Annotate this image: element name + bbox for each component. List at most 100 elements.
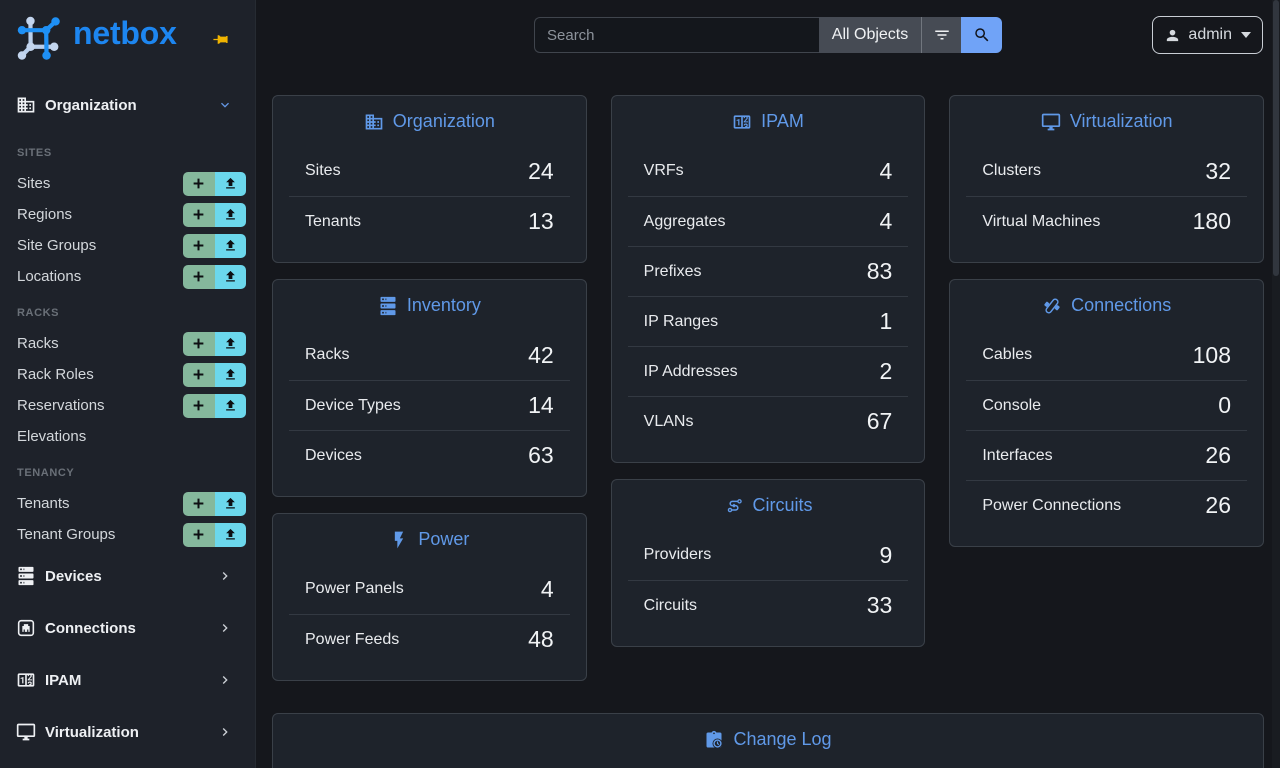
sidebar-item-tenant-groups[interactable]: Tenant Groups: [0, 519, 255, 550]
add-button[interactable]: [183, 264, 215, 289]
monitor-icon: [1041, 113, 1060, 130]
stat-row-console[interactable]: Console 0: [966, 380, 1248, 430]
add-button[interactable]: [183, 362, 215, 387]
stat-row-device-types[interactable]: Device Types 14: [289, 380, 570, 430]
stat-row-vlans[interactable]: VLANs 67: [627, 396, 909, 446]
stat-list: Providers 9 Circuits 33: [627, 530, 909, 630]
sidebar-group-connections[interactable]: Connections: [0, 608, 255, 648]
sidebar-item-locations[interactable]: Locations: [0, 261, 255, 292]
user-menu-button[interactable]: admin: [1152, 16, 1263, 54]
stat-list: Cables 108 Console 0 Interfaces 26 Power…: [966, 330, 1248, 530]
sidebar-group-devices[interactable]: Devices: [0, 556, 255, 596]
import-button[interactable]: [214, 202, 246, 227]
add-button[interactable]: [183, 233, 215, 258]
search-input[interactable]: [534, 17, 819, 53]
stat-row-vrfs[interactable]: VRFs 4: [643, 157, 893, 184]
import-button[interactable]: [214, 362, 246, 387]
sidebar-group-organization[interactable]: Organization: [0, 85, 255, 125]
counter-icon: [733, 114, 751, 129]
sidebar-group-virtualization[interactable]: Virtualization: [0, 712, 255, 752]
section-header-tenancy: TENANCY: [17, 467, 75, 479]
card-connections: Connections Cables 108 Console 0 Interfa…: [949, 279, 1265, 547]
add-button[interactable]: [183, 331, 215, 356]
stat-row-devices[interactable]: Devices 63: [289, 430, 570, 480]
import-button[interactable]: [214, 233, 246, 258]
card-power-title[interactable]: Power: [289, 527, 570, 552]
card-organization-title[interactable]: Organization: [289, 109, 570, 134]
sidebar-group-ipam[interactable]: IPAM: [0, 660, 255, 700]
chevron-down-icon: [221, 102, 229, 108]
dashboard: Organization Sites 24 Tenants 13 Inv: [256, 70, 1280, 768]
caret-down-icon: [1241, 32, 1251, 38]
stat-row-clusters[interactable]: Clusters 32: [982, 157, 1232, 184]
card-power: Power Power Panels 4 Power Feeds 48: [272, 513, 587, 681]
pin-sidebar-icon[interactable]: [212, 31, 229, 48]
stat-row-prefixes[interactable]: Prefixes 83: [627, 246, 909, 296]
netbox-logo-icon[interactable]: [16, 15, 62, 66]
add-button[interactable]: [183, 491, 215, 516]
import-button[interactable]: [214, 393, 246, 418]
card-organization: Organization Sites 24 Tenants 13: [272, 95, 587, 263]
object-type-button[interactable]: All Objects: [819, 17, 921, 53]
card-ipam-title[interactable]: IPAM: [628, 109, 909, 134]
sidebar-item-racks[interactable]: Racks: [0, 328, 255, 359]
account-icon: [1167, 29, 1179, 41]
cable-icon: [1042, 295, 1063, 316]
sidebar-item-rack-roles[interactable]: Rack Roles: [0, 359, 255, 390]
stat-row-power-feeds[interactable]: Power Feeds 48: [289, 614, 570, 664]
sidebar-item-elevations[interactable]: Elevations: [17, 428, 87, 445]
stat-list: Power Panels 4 Power Feeds 48: [289, 564, 570, 664]
stat-row-tenants[interactable]: Tenants 13: [289, 196, 570, 246]
server-icon: [380, 296, 396, 315]
card-circuits: Circuits Providers 9 Circuits 33: [610, 479, 926, 647]
domain-icon: [365, 114, 383, 129]
sidebar-item-reservations[interactable]: Reservations: [0, 390, 255, 421]
sidebar-item-site-groups[interactable]: Site Groups: [0, 230, 255, 261]
card-virtualization: Virtualization Clusters 32 Virtual Machi…: [949, 95, 1265, 263]
card-circuits-title[interactable]: Circuits: [628, 493, 909, 518]
page-scrollbar[interactable]: [1272, 0, 1280, 768]
chevron-right-icon: [222, 676, 228, 684]
stat-row-sites[interactable]: Sites 24: [305, 157, 554, 184]
stat-row-interfaces[interactable]: Interfaces 26: [966, 430, 1248, 480]
add-button[interactable]: [183, 522, 215, 547]
sidebar-item-tenants[interactable]: Tenants: [0, 488, 255, 519]
sidebar-item-regions[interactable]: Regions: [0, 199, 255, 230]
sidebar: netbox Organization SITES Sites Regions: [0, 0, 256, 768]
import-button[interactable]: [214, 264, 246, 289]
stat-row-providers[interactable]: Providers 9: [643, 541, 893, 568]
card-changelog: Change Log: [272, 713, 1264, 768]
ethernet-icon: [17, 619, 35, 637]
add-button[interactable]: [183, 202, 215, 227]
import-button[interactable]: [214, 331, 246, 356]
stat-row-power-panels[interactable]: Power Panels 4: [305, 575, 554, 602]
search-group: All Objects: [534, 17, 1002, 53]
sidebar-item-sites[interactable]: Sites: [0, 168, 255, 199]
add-button[interactable]: [183, 171, 215, 196]
card-inventory-title[interactable]: Inventory: [289, 293, 570, 318]
search-button[interactable]: [961, 17, 1002, 53]
stat-list: Racks 42 Device Types 14 Devices 63: [289, 330, 570, 480]
import-button[interactable]: [214, 171, 246, 196]
stat-row-cables[interactable]: Cables 108: [982, 341, 1232, 368]
card-ipam: IPAM VRFs 4 Aggregates 4 Prefixes 83: [610, 95, 926, 463]
card-virtualization-title[interactable]: Virtualization: [966, 109, 1247, 134]
topbar: All Objects admin: [256, 0, 1280, 70]
import-button[interactable]: [214, 522, 246, 547]
import-button[interactable]: [214, 491, 246, 516]
card-connections-title[interactable]: Connections: [966, 293, 1247, 318]
stat-row-ip-ranges[interactable]: IP Ranges 1: [627, 296, 909, 346]
brand: netbox: [0, 0, 255, 78]
chevron-right-icon: [222, 728, 228, 736]
stat-row-power-connections[interactable]: Power Connections 26: [966, 480, 1248, 530]
brand-wordmark[interactable]: netbox: [73, 15, 177, 51]
stat-row-ip-addresses[interactable]: IP Addresses 2: [627, 346, 909, 396]
card-changelog-title[interactable]: Change Log: [289, 727, 1247, 752]
stat-row-aggregates[interactable]: Aggregates 4: [627, 196, 909, 246]
add-button[interactable]: [183, 393, 215, 418]
stat-row-racks[interactable]: Racks 42: [305, 341, 554, 368]
stat-row-virtual-machines[interactable]: Virtual Machines 180: [966, 196, 1248, 246]
stat-row-circuits[interactable]: Circuits 33: [627, 580, 909, 630]
scrollbar-thumb[interactable]: [1273, 0, 1279, 276]
filter-button[interactable]: [921, 17, 961, 53]
